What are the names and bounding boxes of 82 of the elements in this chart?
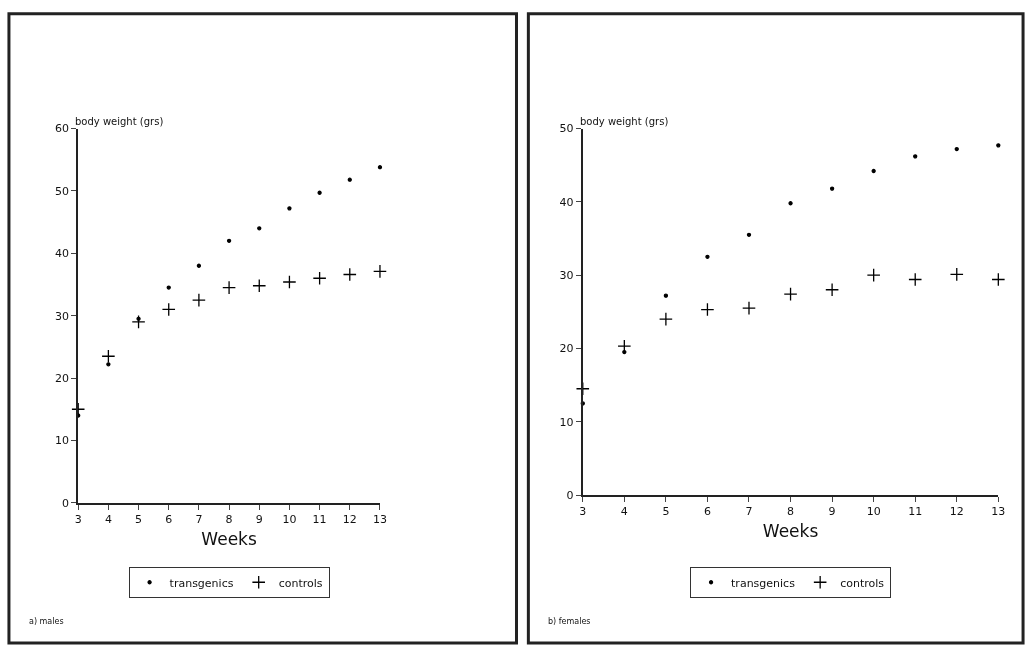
point bbox=[829, 186, 835, 191]
point bbox=[954, 146, 959, 152]
y-tick-label: 40 bbox=[55, 247, 69, 261]
point bbox=[866, 268, 881, 283]
x-tick-label: 4 bbox=[104, 513, 112, 527]
legend-label: controls bbox=[840, 576, 885, 590]
y-tick-label: 0 bbox=[62, 496, 69, 510]
y-tick-label: 10 bbox=[55, 434, 69, 448]
point bbox=[317, 190, 322, 195]
point bbox=[996, 143, 1001, 148]
y-tick-label: 0 bbox=[566, 488, 574, 502]
point bbox=[282, 275, 297, 289]
point bbox=[312, 271, 327, 286]
y-tick-label: 40 bbox=[559, 195, 574, 209]
point bbox=[342, 267, 357, 282]
legend-label: transgenics bbox=[731, 576, 796, 590]
y-tick-label: 50 bbox=[55, 184, 69, 198]
point bbox=[166, 285, 171, 290]
x-tick-label: 7 bbox=[745, 505, 753, 519]
point bbox=[101, 349, 116, 364]
point bbox=[191, 293, 206, 308]
x-tick-label: 10 bbox=[866, 505, 881, 519]
x-tick-label: 4 bbox=[620, 505, 628, 519]
point bbox=[287, 206, 292, 211]
point bbox=[226, 238, 232, 243]
point bbox=[746, 232, 752, 237]
x-tick-label: 3 bbox=[74, 513, 82, 527]
point bbox=[106, 362, 111, 367]
y-tick-label: 30 bbox=[55, 309, 69, 323]
text: b) females bbox=[548, 617, 591, 626]
x-tick-label: 5 bbox=[135, 513, 143, 527]
y-tick-label: 10 bbox=[559, 415, 574, 429]
point bbox=[908, 272, 923, 287]
point bbox=[377, 165, 383, 170]
point bbox=[783, 287, 798, 302]
x-tick-label: 13 bbox=[991, 505, 1006, 519]
y-tick-label: 60 bbox=[55, 122, 69, 136]
point bbox=[222, 280, 237, 295]
x-tick-label: 11 bbox=[908, 505, 923, 519]
point bbox=[700, 302, 715, 317]
x-tick-label: 10 bbox=[282, 513, 297, 527]
y-axis-title: body weight (grs) bbox=[75, 116, 164, 127]
point bbox=[658, 312, 673, 327]
point bbox=[913, 154, 918, 159]
text: a) males bbox=[29, 617, 64, 626]
x-tick-label: 8 bbox=[225, 513, 233, 527]
y-tick-label: 50 bbox=[559, 122, 574, 136]
point bbox=[991, 272, 1006, 287]
point bbox=[196, 263, 202, 268]
x-tick-label: 12 bbox=[342, 513, 357, 527]
x-tick-label: 9 bbox=[828, 505, 836, 519]
y-tick-label: 30 bbox=[559, 268, 574, 282]
point bbox=[705, 254, 710, 259]
point bbox=[949, 267, 964, 282]
y-axis-title: body weight (grs) bbox=[580, 116, 669, 127]
x-tick-label: 3 bbox=[579, 505, 587, 519]
point bbox=[742, 301, 756, 316]
point bbox=[788, 201, 793, 206]
x-tick-label: 8 bbox=[787, 505, 795, 519]
x-axis-title: Weeks bbox=[201, 528, 257, 549]
point bbox=[252, 278, 267, 293]
x-axis-title: Weeks bbox=[762, 521, 819, 542]
x-tick-label: 13 bbox=[372, 513, 387, 527]
x-tick-label: 9 bbox=[255, 513, 263, 527]
point bbox=[663, 293, 669, 298]
x-tick-label: 5 bbox=[662, 505, 670, 519]
x-tick-label: 11 bbox=[312, 513, 327, 527]
point bbox=[871, 168, 876, 174]
x-tick-label: 6 bbox=[703, 505, 711, 519]
y-tick-label: 20 bbox=[55, 371, 69, 385]
point bbox=[373, 264, 387, 279]
y-tick-label: 20 bbox=[559, 342, 574, 356]
x-tick-label: 6 bbox=[165, 513, 173, 527]
point bbox=[131, 314, 146, 329]
x-tick-label: 12 bbox=[949, 505, 964, 519]
x-tick-label: 7 bbox=[195, 513, 203, 527]
point bbox=[825, 282, 840, 297]
point bbox=[257, 226, 262, 231]
point bbox=[347, 177, 352, 182]
legend-label: controls bbox=[278, 576, 323, 590]
legend-label: transgenics bbox=[169, 576, 234, 590]
point bbox=[161, 302, 176, 317]
